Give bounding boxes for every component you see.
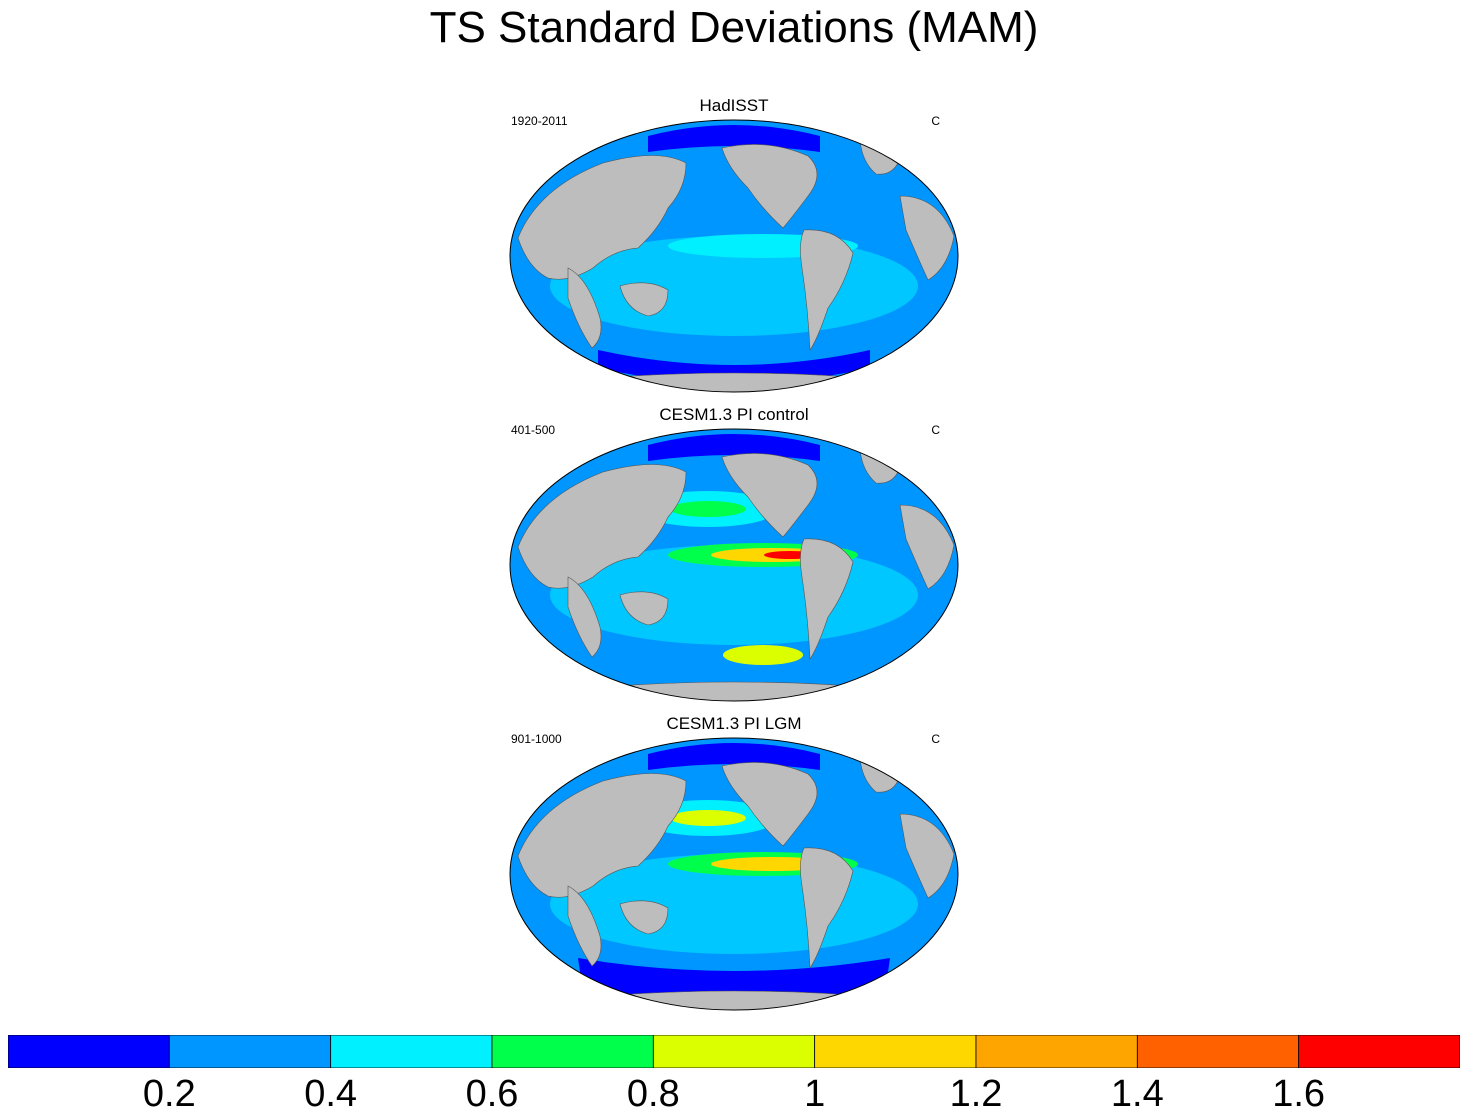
panel-title: CESM1.3 PI LGM	[666, 714, 802, 733]
land-6	[899, 813, 955, 899]
colorbar	[8, 1035, 1460, 1068]
land-7	[577, 681, 891, 701]
robinson-map-pi-control	[509, 428, 959, 702]
colorbar-swatch-6	[975, 1035, 1138, 1068]
map-panel-pi-control: CESM1.3 PI control 401-500 C	[508, 405, 960, 703]
colorbar-swatch-4	[652, 1035, 816, 1068]
colorbar-tick-label: 1.2	[949, 1073, 1003, 1115]
panel-units: C	[931, 732, 940, 746]
contour-north-pacific-core	[670, 810, 746, 826]
panel-units: C	[931, 423, 940, 437]
panel-units: C	[931, 114, 940, 128]
colorbar-swatch-3	[491, 1035, 654, 1068]
contour-south-ocean-patch	[723, 645, 803, 665]
colorbar-swatch-2	[330, 1035, 493, 1068]
map-outline	[509, 119, 959, 393]
figure-title: TS Standard Deviations (MAM)	[429, 3, 1039, 52]
panel-years: 1920-2011	[511, 114, 568, 128]
colorbar-tick-label: 0.4	[304, 1073, 358, 1115]
land-4	[800, 847, 854, 969]
colorbar-tick-label: 1	[804, 1073, 826, 1115]
colorbar-swatch-5	[814, 1035, 977, 1068]
map-field	[510, 429, 958, 701]
colorbar-swatch-7	[1136, 1035, 1300, 1068]
land-4	[800, 229, 854, 351]
land-0	[517, 464, 687, 589]
map-field	[510, 738, 958, 1010]
contour-band-north	[648, 743, 820, 770]
robinson-map-lgm	[509, 737, 959, 1011]
land-7	[577, 372, 891, 392]
map-outline	[509, 737, 959, 1011]
panel-title: HadISST	[699, 96, 769, 115]
panel-years: 401-500	[511, 423, 556, 437]
robinson-map-hadisst	[509, 119, 959, 393]
map-panel-hadisst: HadISST 1920-2011 C	[508, 96, 960, 394]
map-outline	[509, 428, 959, 702]
land-4	[800, 538, 854, 660]
colorbar-tick-label: 0.6	[465, 1073, 519, 1115]
colorbar-swatch-0	[8, 1035, 170, 1068]
land-6	[899, 504, 955, 590]
land-3	[721, 453, 818, 538]
colorbar-tick-label: 1.4	[1110, 1073, 1164, 1115]
panel-title: CESM1.3 PI control	[659, 405, 809, 424]
land-1	[567, 267, 602, 349]
contour-north-pacific-core	[670, 501, 746, 517]
land-7	[577, 990, 891, 1010]
colorbar-tick-label: 0.2	[142, 1073, 196, 1115]
land-2	[619, 900, 669, 935]
colorbar-swatches	[8, 1035, 1460, 1068]
contour-band-north	[648, 434, 820, 461]
colorbar-tick-label: 0.8	[626, 1073, 680, 1115]
colorbar-swatch-1	[168, 1035, 332, 1068]
land-3	[721, 144, 818, 229]
land-2	[619, 591, 669, 626]
land-2	[619, 282, 669, 317]
colorbar-swatch-8	[1298, 1035, 1460, 1068]
panel-years: 901-1000	[511, 732, 562, 746]
land-1	[567, 885, 602, 967]
contour-band-north	[648, 125, 820, 152]
colorbar-tick-label: 1.6	[1272, 1073, 1326, 1115]
land-0	[517, 773, 687, 898]
land-0	[517, 155, 687, 280]
map-panel-lgm: CESM1.3 PI LGM 901-1000 C	[508, 714, 960, 1012]
land-3	[721, 762, 818, 847]
land-1	[567, 576, 602, 658]
land-6	[899, 195, 955, 281]
contour-band-south-wide	[578, 958, 890, 1001]
